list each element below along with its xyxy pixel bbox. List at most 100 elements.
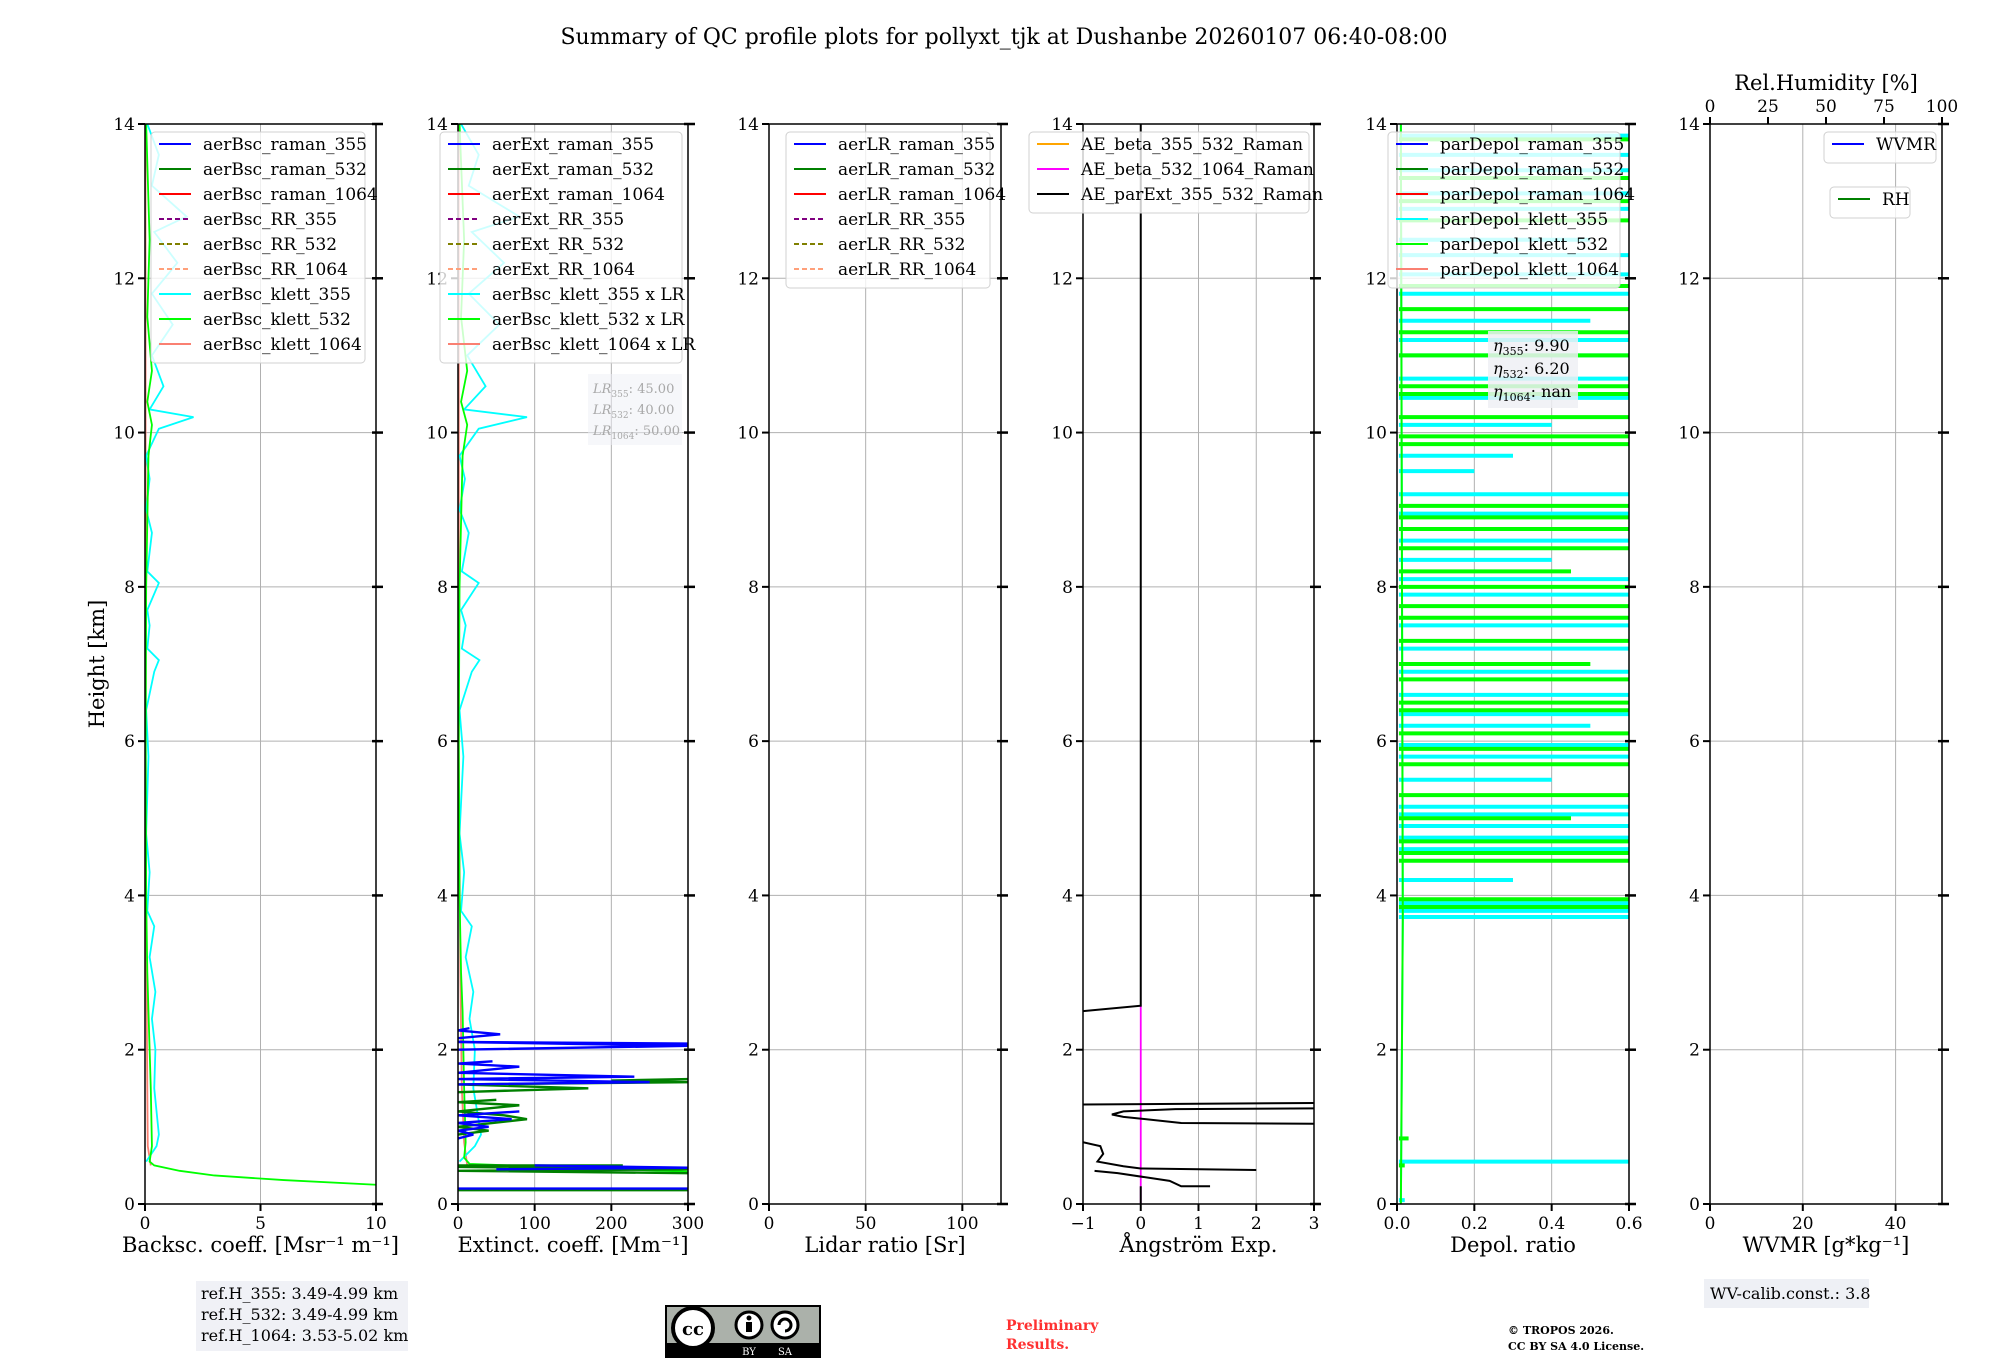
x-tick-label: 100 (518, 1214, 550, 1234)
annotation-symbol: η (1493, 359, 1503, 378)
y-tick-label: 6 (124, 732, 135, 752)
x-axis-label: Lidar ratio [Sr] (804, 1233, 965, 1257)
legend: aerBsc_raman_355 aerBsc_raman_532 aerBsc_r… (150, 131, 378, 364)
annotation-line: LR1064: 50.00 (592, 424, 680, 442)
legend-label: aerBsc_klett_1064 x LR (492, 335, 696, 355)
y-tick-label: 4 (1376, 886, 1387, 906)
x-tick-label: 2 (1251, 1214, 1262, 1234)
series-ae-parext-355-532-raman-segment (1111, 1107, 1314, 1125)
series-group (1398, 124, 1629, 1204)
legend-label: aerLR_RR_532 (838, 235, 965, 255)
ref-height-1064: ref.H_1064: 3.53-5.02 km (201, 1326, 408, 1345)
x-axis-label: Ångström Exp. (1119, 1232, 1278, 1257)
y-tick-label: 12 (1678, 269, 1700, 289)
annotation-subscript: 532 (1503, 368, 1524, 381)
y-tick-label: 2 (1062, 1041, 1073, 1061)
legend-label: aerLR_raman_355 (838, 135, 995, 155)
y-tick-label: 0 (1376, 1195, 1387, 1215)
wv-calib-box: WV-calib.const.: 3.8 (1704, 1279, 1871, 1308)
y-tick-label: 0 (1689, 1195, 1700, 1215)
sa-icon (770, 1310, 800, 1340)
y-tick-label: 14 (1365, 115, 1387, 135)
y-tick-label: 6 (748, 732, 759, 752)
legend-label: aerExt_RR_1064 (492, 260, 635, 280)
legend-label: aerBsc_klett_355 (203, 285, 351, 305)
x-tick-label: 0.0 (1383, 1214, 1410, 1234)
legend-label: parDepol_raman_532 (1440, 160, 1624, 180)
x-tick-label: 0 (1705, 1214, 1716, 1234)
x-tick-label: 0.6 (1615, 1214, 1642, 1234)
legend-label: parDepol_klett_1064 (1440, 260, 1619, 280)
top-x-tick-label: 50 (1815, 97, 1837, 117)
y-tick-label: 4 (437, 886, 448, 906)
series-pardepol-klett-532-base (1399, 124, 1404, 1204)
legend-label: aerLR_RR_1064 (838, 260, 976, 280)
x-tick-label: 5 (255, 1214, 266, 1234)
annotation-subscript: 1064 (1503, 391, 1531, 404)
legend-label: aerBsc_klett_355 x LR (492, 285, 686, 305)
series-aerext-raman-355-segment (496, 1164, 688, 1171)
legend: aerLR_raman_355 aerLR_raman_532 aerLR_rama… (785, 131, 1006, 289)
legend: parDepol_raman_355 parDepol_raman_532 parD… (1387, 131, 1635, 289)
by-icon-body (746, 1322, 752, 1332)
series-aerext-raman-532-segment (458, 1098, 528, 1136)
annotation-symbol: LR (592, 382, 612, 397)
legend-label: aerBsc_raman_355 (203, 135, 367, 155)
annotation-box (1488, 331, 1578, 408)
y-tick-label: 14 (1051, 115, 1073, 135)
legend-label: aerBsc_RR_532 (203, 235, 337, 255)
x-axis-label: Depol. ratio (1450, 1233, 1576, 1257)
legend-frame (785, 131, 991, 289)
y-tick-label: 2 (124, 1041, 135, 1061)
annotation-value: : 6.20 (1524, 359, 1570, 378)
y-tick-label: 4 (124, 886, 135, 906)
y-tick-label: 4 (748, 886, 759, 906)
legend-label: aerLR_raman_532 (838, 160, 995, 180)
ref-box-bg (196, 1281, 408, 1351)
y-tick-label: 14 (737, 115, 759, 135)
x-tick-label: 100 (946, 1214, 978, 1234)
legend-label: aerExt_RR_532 (492, 235, 624, 255)
series-aerext-raman-355-segment (458, 1040, 688, 1051)
annotation-line: η355: 9.90 (1493, 336, 1570, 358)
x-tick-label: 0 (453, 1214, 464, 1234)
axes-frame (1709, 123, 1943, 1205)
legend-frame (439, 131, 683, 364)
legend-label: aerExt_raman_1064 (492, 185, 665, 205)
sa-icon-arrow (777, 1317, 793, 1333)
top-x-tick-label: 0 (1705, 97, 1716, 117)
y-tick-label: 0 (748, 1195, 759, 1215)
y-tick-label: 8 (1376, 578, 1387, 598)
axes-frame (457, 123, 689, 1205)
annotation-symbol: LR (592, 403, 612, 418)
annotation-box (588, 374, 682, 445)
x-tick-label: 0 (140, 1214, 151, 1234)
x-tick-label: 200 (595, 1214, 627, 1234)
y-tick-label: 10 (1678, 424, 1700, 444)
x-tick-label: −1 (1070, 1214, 1095, 1234)
cc-by-sa-logo: cc BY SA (665, 1305, 821, 1358)
x-axis-label: WVMR [g*kg⁻¹] (1743, 1233, 1910, 1257)
legend-label: aerBsc_klett_1064 (203, 335, 362, 355)
y-tick-label: 12 (113, 269, 135, 289)
y-tick-label: 10 (737, 424, 759, 444)
top-x-tick-label: 75 (1873, 97, 1895, 117)
profile-panel-5: 0 2 4 6 8 10 12 14 0.0 0.2 0.4 0.6 Depol. ratio parDe… (1365, 115, 1642, 1257)
legend: AE_beta_355_532_Raman AE_beta_532_1064_Ra… (1028, 131, 1323, 214)
x-tick-label: 1 (1193, 1214, 1204, 1234)
wv-calib-constant: WV-calib.const.: 3.8 (1710, 1284, 1871, 1303)
y-tick-label: 2 (437, 1041, 448, 1061)
x-tick-label: 20 (1792, 1214, 1814, 1234)
legend-label: parDepol_klett_532 (1440, 235, 1608, 255)
y-tick-label: 2 (1689, 1041, 1700, 1061)
reference-heights-box: ref.H_355: 3.49-4.99 km ref.H_532: 3.49-… (196, 1281, 408, 1351)
series-aerext-raman-355-segment (458, 1026, 501, 1040)
y-tick-label: 4 (1689, 886, 1700, 906)
y-tick-label: 6 (1689, 732, 1700, 752)
copyright-line-1: © TROPOS 2026. (1508, 1324, 1614, 1337)
annotation-line: η532: 6.20 (1493, 359, 1570, 381)
